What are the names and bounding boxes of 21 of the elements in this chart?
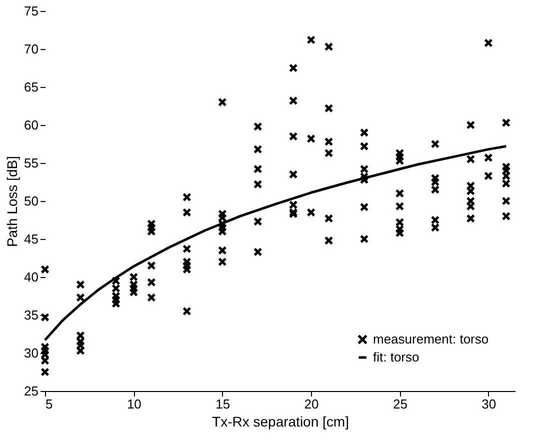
y-tick-label: 30 [24,346,38,360]
y-tick-label: 35 [24,308,38,322]
y-tick-label: 60 [24,118,38,132]
y-tick-label: 50 [24,194,38,208]
y-tick-label: 55 [24,156,38,170]
y-tick-label: 45 [24,232,38,246]
x-tick-label: 20 [304,396,319,412]
x-axis-title: Tx-Rx separation [cm] [212,414,349,430]
x-tick-label: 5 [46,396,53,412]
x-tick-label: 15 [216,396,230,412]
x-tick-label: 30 [482,396,496,412]
y-tick-label: 70 [24,42,38,56]
x-tick-label: 25 [392,396,408,412]
y-tick-label: 40 [24,270,38,284]
x-tick-label: 10 [126,396,142,412]
legend-label: measurement: torso [373,332,489,346]
y-tick-label: 25 [24,384,38,398]
y-tick-label: 65 [24,80,38,94]
legend-label: fit: torso [373,350,420,364]
y-tick-label: 75 [24,4,38,18]
y-axis-title: Path Loss [dB] [4,156,20,248]
